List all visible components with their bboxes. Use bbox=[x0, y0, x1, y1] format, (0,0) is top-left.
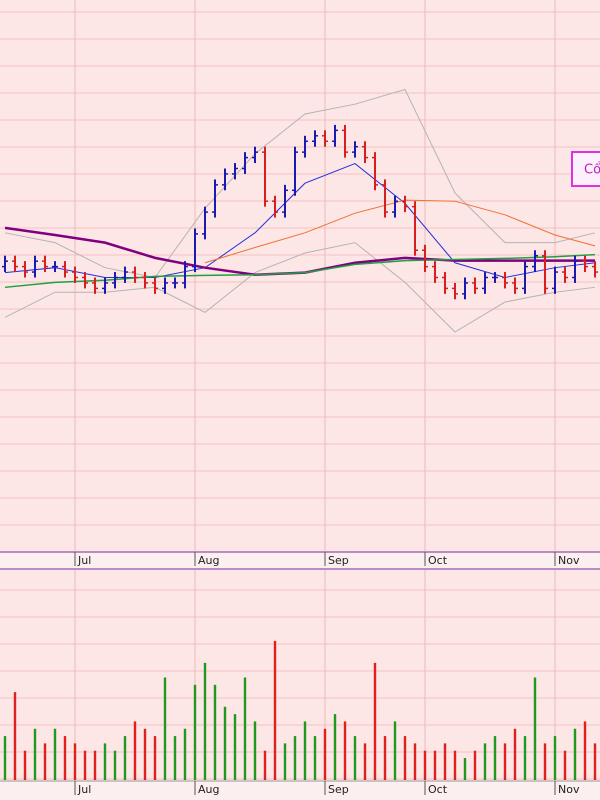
volume-bar bbox=[93, 750, 97, 780]
volume-bar bbox=[13, 692, 17, 780]
annotation: Cổ bbox=[584, 163, 600, 178]
volume-bar bbox=[403, 736, 407, 780]
volume-bar bbox=[23, 750, 27, 780]
volume-bar bbox=[513, 728, 517, 780]
volume-bar bbox=[353, 736, 357, 780]
volume-bar bbox=[133, 721, 137, 780]
volume-bar bbox=[423, 750, 427, 780]
volume-bar bbox=[243, 677, 247, 780]
x-tick-label: Nov bbox=[558, 783, 580, 796]
volume-bar bbox=[303, 721, 307, 780]
volume-bar bbox=[183, 728, 187, 780]
volume-bar bbox=[123, 736, 127, 780]
volume-bar bbox=[323, 728, 327, 780]
volume-bar bbox=[113, 750, 117, 780]
volume-bar bbox=[153, 736, 157, 780]
volume-bar bbox=[193, 684, 197, 780]
x-tick-label: Aug bbox=[198, 554, 219, 567]
volume-bar bbox=[373, 662, 377, 780]
x-tick-label: Nov bbox=[558, 554, 580, 567]
volume-bar bbox=[393, 721, 397, 780]
volume-bar bbox=[523, 736, 527, 780]
volume-bar bbox=[363, 743, 367, 780]
volume-bar bbox=[103, 743, 107, 780]
x-tick-label: Jul bbox=[77, 554, 91, 567]
volume-bar bbox=[253, 721, 257, 780]
volume-bar bbox=[463, 758, 467, 780]
x-tick-label: Jul bbox=[77, 783, 91, 796]
volume-bar bbox=[343, 721, 347, 780]
annotation-box bbox=[571, 151, 600, 187]
volume-bar bbox=[43, 743, 47, 780]
volume-bar bbox=[233, 714, 237, 780]
volume-bar bbox=[263, 750, 267, 780]
volume-bar bbox=[143, 728, 147, 780]
volume-bar bbox=[163, 677, 167, 780]
volume-bar bbox=[53, 728, 57, 780]
volume-bar bbox=[543, 743, 547, 780]
x-tick-label: Aug bbox=[198, 783, 219, 796]
volume-bar bbox=[583, 721, 587, 780]
volume-bar bbox=[413, 743, 417, 780]
volume-bar bbox=[483, 743, 487, 780]
x-tick-label: Oct bbox=[428, 783, 448, 796]
x-tick-label: Sep bbox=[328, 554, 349, 567]
volume-bar bbox=[493, 736, 497, 780]
volume-bar bbox=[203, 662, 207, 780]
volume-bar bbox=[273, 640, 277, 780]
axis-strip bbox=[0, 781, 600, 800]
x-tick-label: Oct bbox=[428, 554, 448, 567]
volume-bar bbox=[563, 750, 567, 780]
volume-bar bbox=[333, 714, 337, 780]
volume-bar bbox=[73, 743, 77, 780]
indicator-line bbox=[4, 88, 596, 279]
volume-bar bbox=[283, 743, 287, 780]
volume-bar bbox=[173, 736, 177, 780]
volume-bar bbox=[593, 743, 597, 780]
axis-strip bbox=[0, 551, 600, 570]
volume-bar bbox=[293, 736, 297, 780]
volume-bar bbox=[63, 736, 67, 780]
volume-bar bbox=[383, 736, 387, 780]
volume-bar bbox=[473, 750, 477, 780]
volume-bar bbox=[83, 750, 87, 780]
volume-bar bbox=[33, 728, 37, 780]
volume-bar bbox=[213, 684, 217, 780]
volume-bar bbox=[553, 736, 557, 780]
volume-bar bbox=[443, 743, 447, 780]
volume-bar bbox=[453, 750, 457, 780]
volume-bar bbox=[433, 750, 437, 780]
x-tick-label: Sep bbox=[328, 783, 349, 796]
volume-bar bbox=[503, 743, 507, 780]
volume-bar bbox=[313, 736, 317, 780]
volume-bar bbox=[223, 706, 227, 780]
volume-bar bbox=[533, 677, 537, 780]
volume-bar bbox=[3, 736, 7, 780]
volume-bar bbox=[573, 728, 577, 780]
